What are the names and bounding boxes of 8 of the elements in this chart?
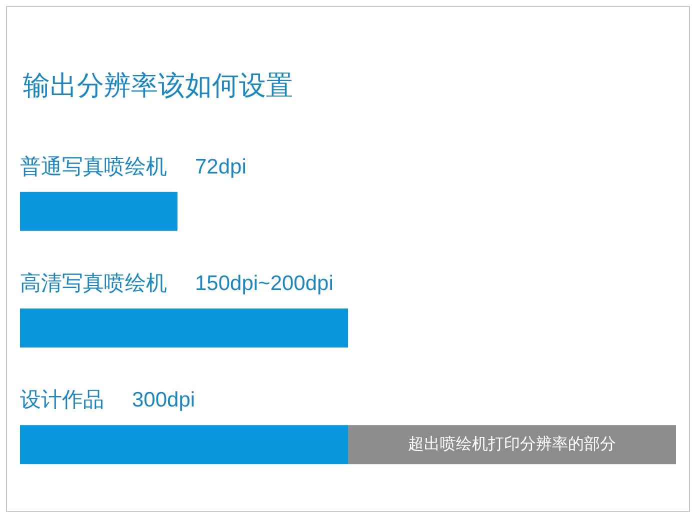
y-tick-label: 高清写真喷绘机 [20,272,167,295]
chart-title: 输出分辨率该如何设置 [23,70,293,100]
annotation: 72dpi [195,155,246,178]
annotation: 300dpi [132,388,196,412]
y-tick-label: 设计作品 [20,388,104,412]
y-tick-label: 普通写真喷绘机 [20,154,167,178]
series-label: 超出喷绘机打印分辨率的部分 [408,435,616,454]
annotation: 150dpi~200dpi [195,272,334,295]
